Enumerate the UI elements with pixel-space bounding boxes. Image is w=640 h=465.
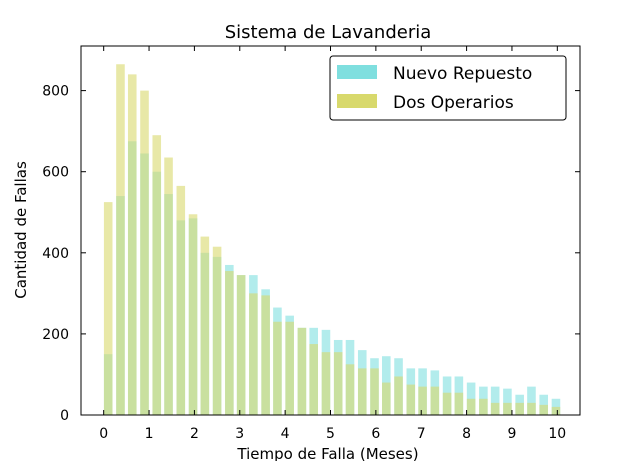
y-axis-ticks: 0 200 400 600 800: [42, 84, 580, 424]
legend: Nuevo Repuesto Dos Operarios: [329, 55, 567, 121]
x-axis-ticks: 0 1 2 3 4 5 6 7 8 9 10: [99, 46, 566, 442]
x-tick-label-4: 4: [281, 426, 290, 442]
x-tick-label-6: 6: [371, 426, 380, 442]
bar-dos-operarios-15: [285, 321, 294, 415]
bar-dos-operarios-14: [273, 321, 282, 415]
x-tick-label-10: 10: [548, 426, 566, 442]
x-axis-label: Tiempo de Falla (Meses): [236, 445, 418, 461]
bar-dos-operarios-24: [394, 376, 403, 415]
bar-dos-operarios-21: [357, 368, 367, 415]
bar-dos-operarios-34: [515, 402, 524, 415]
bar-dos-operarios-3: [140, 90, 149, 415]
bar-dos-operarios-26: [418, 386, 427, 415]
bar-dos-operarios-8: [200, 236, 210, 415]
bar-dos-operarios-22: [370, 368, 379, 415]
bar-dos-operarios-25: [406, 384, 416, 415]
bar-dos-operarios-4: [152, 135, 162, 415]
bar-dos-operarios-2: [127, 74, 137, 415]
x-tick-label-1: 1: [145, 426, 154, 442]
x-tick-label-7: 7: [417, 426, 426, 442]
bar-dos-operarios-31: [479, 398, 488, 415]
y-tick-label-0: 0: [60, 408, 69, 424]
bar-dos-operarios-36: [539, 404, 548, 415]
bar-dos-operarios-16: [297, 327, 307, 415]
bar-dos-operarios-12: [249, 293, 258, 415]
legend-swatch-dos-operarios: [337, 94, 377, 108]
bar-dos-operarios-20: [345, 364, 355, 415]
chart-title: Sistema de Lavanderia: [225, 22, 432, 43]
bar-nuevo-repuesto-33: [503, 388, 512, 415]
bar-dos-operarios-37: [551, 406, 561, 415]
bars-layer: [103, 64, 561, 416]
bar-dos-operarios-13: [261, 295, 270, 415]
y-axis-label: Cantidad de Fallas: [12, 161, 30, 299]
x-tick-label-2: 2: [190, 426, 199, 442]
bar-dos-operarios-9: [212, 246, 222, 415]
bar-dos-operarios-6: [176, 185, 186, 415]
x-tick-label-8: 8: [462, 426, 471, 442]
bar-dos-operarios-35: [527, 402, 536, 415]
bar-dos-operarios-7: [188, 214, 198, 415]
bar-dos-operarios-30: [466, 398, 476, 415]
x-tick-label-0: 0: [99, 426, 108, 442]
bar-dos-operarios-0: [103, 202, 113, 415]
bar-dos-operarios-33: [503, 402, 512, 415]
legend-swatch-nuevo-repuesto: [337, 65, 377, 79]
y-tick-label-4: 800: [42, 84, 69, 100]
bar-dos-operarios-5: [164, 157, 173, 415]
bar-dos-operarios-19: [333, 352, 343, 415]
x-tick-label-5: 5: [326, 426, 335, 442]
bar-dos-operarios-29: [454, 392, 464, 415]
x-tick-label-9: 9: [507, 426, 516, 442]
bar-dos-operarios-28: [442, 392, 452, 415]
bar-dos-operarios-18: [321, 352, 331, 415]
y-tick-label-1: 200: [42, 327, 69, 343]
legend-box: [329, 55, 567, 121]
bar-nuevo-repuesto-35: [527, 386, 536, 415]
bar-dos-operarios-11: [236, 275, 246, 415]
bar-nuevo-repuesto-32: [490, 386, 500, 415]
y-tick-label-2: 400: [42, 246, 69, 262]
legend-label-dos-operarios: Dos Operarios: [393, 93, 514, 113]
y-tick-label-3: 600: [42, 165, 69, 181]
bar-dos-operarios-27: [430, 386, 440, 415]
bar-dos-operarios-1: [116, 64, 125, 415]
bar-dos-operarios-32: [490, 402, 500, 415]
legend-label-nuevo-repuesto: Nuevo Repuesto: [393, 64, 532, 84]
bar-dos-operarios-10: [225, 271, 234, 415]
bar-dos-operarios-17: [309, 344, 318, 415]
x-tick-label-3: 3: [235, 426, 244, 442]
bar-dos-operarios-23: [382, 382, 391, 415]
